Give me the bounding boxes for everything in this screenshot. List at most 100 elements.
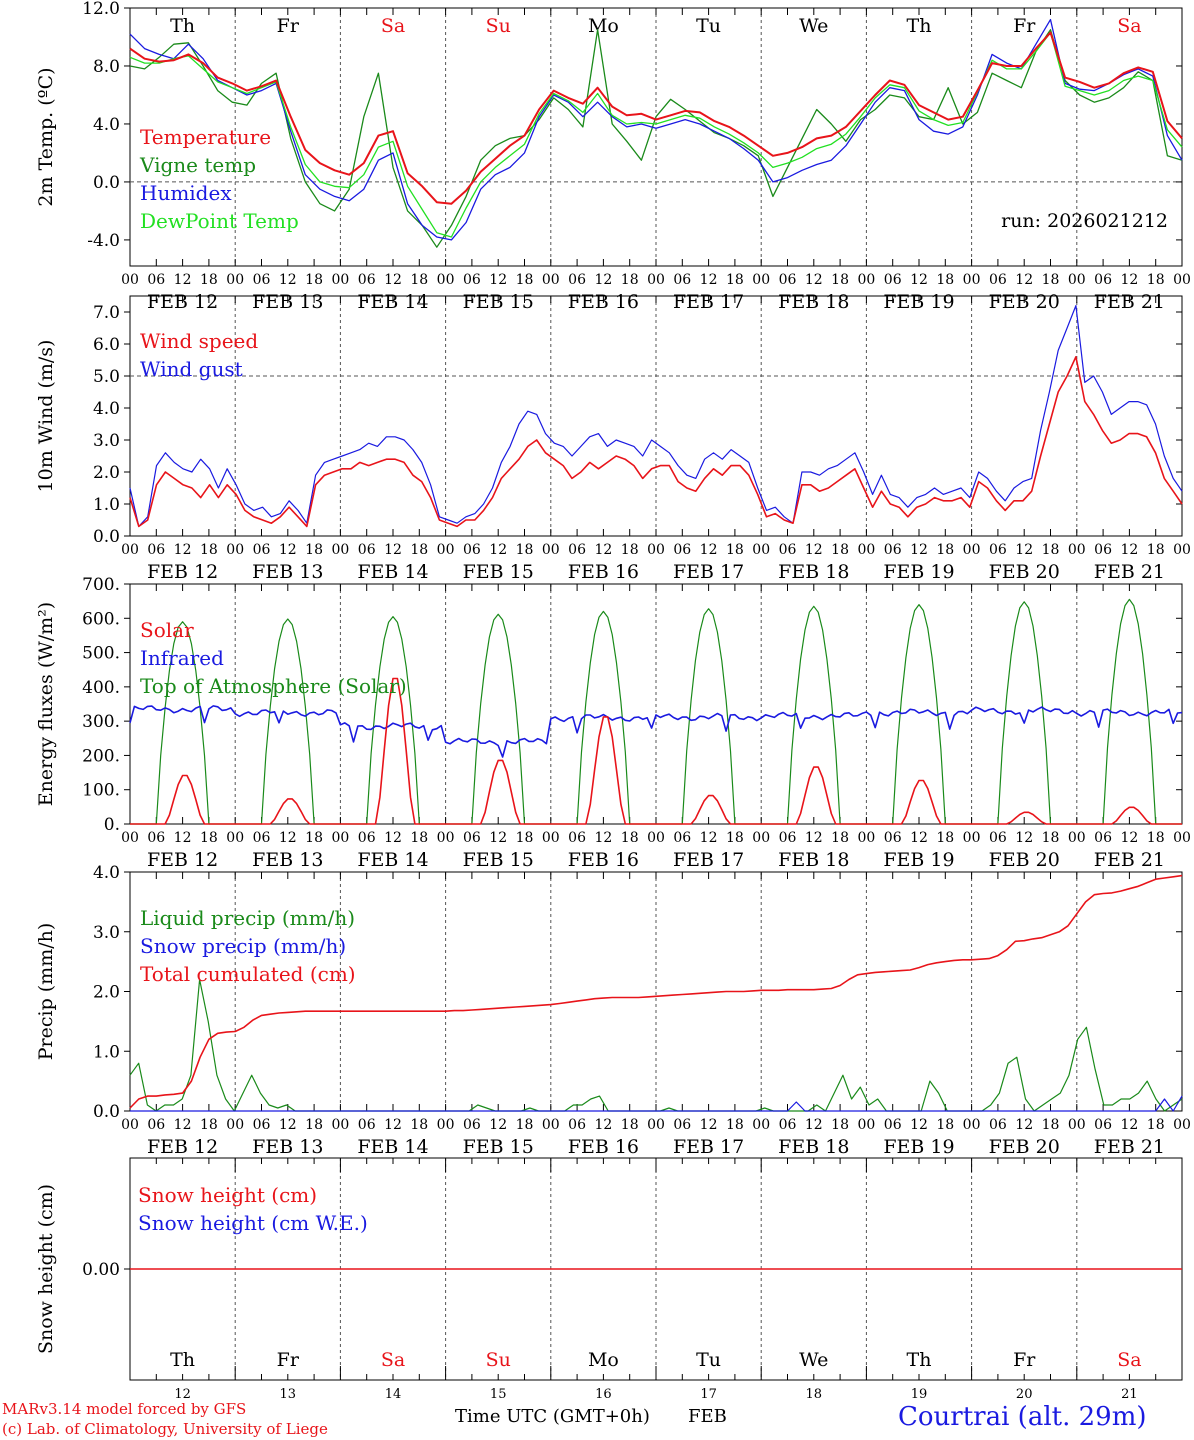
y-tick-label: -4.0 [87,231,120,251]
x-hour-label: 18 [1147,272,1165,288]
x-hour-label: 12 [174,1117,192,1133]
x-hour-label: 18 [305,1117,323,1133]
x-hour-label: 18 [831,830,849,846]
x-hour-label: 00 [857,1117,875,1133]
day-number: 20 [1016,1387,1033,1402]
x-hour-label: 12 [384,1117,402,1133]
y-tick-label: 700. [82,575,120,595]
x-hour-label: 12 [1015,1117,1033,1133]
x-hour-label: 18 [831,542,849,558]
day-name: Fr [1013,15,1036,37]
x-hour-label: 00 [331,542,349,558]
day-name: Fr [277,1349,300,1371]
x-hour-label: 00 [963,1117,981,1133]
x-hour-label: 12 [594,542,612,558]
x-hour-label: 06 [989,830,1007,846]
x-hour-label: 00 [1068,542,1086,558]
x-hour-label: 06 [673,830,691,846]
x-hour-label: 18 [936,830,954,846]
x-hour-label: 06 [989,272,1007,288]
x-hour-label: 18 [1042,272,1060,288]
lab-credit: (c) Lab. of Climatology, University of L… [2,1420,328,1438]
legend-entry: DewPoint Temp [140,209,299,233]
x-hour-label: 18 [200,830,218,846]
x-hour-label: 12 [700,1117,718,1133]
y-tick-label: 0.0 [93,527,120,547]
x-hour-label: 00 [121,542,139,558]
x-hour-label: 12 [489,272,507,288]
x-hour-label: 12 [594,1117,612,1133]
x-hour-label: 00 [121,830,139,846]
x-hour-label: 00 [1173,1117,1191,1133]
x-hour-label: 18 [1147,830,1165,846]
series-wind-gust [129,305,1183,528]
x-hour-label: 18 [410,830,428,846]
y-tick-label: 3.0 [93,923,120,943]
run-annotation: run: 2026021212 [1001,210,1168,232]
x-hour-label: 12 [910,272,928,288]
x-hour-label: 06 [253,830,271,846]
day-name: Mo [588,15,619,37]
x-hour-label: 06 [463,1117,481,1133]
x-hour-label: 00 [542,1117,560,1133]
x-day-label: FEB 17 [673,561,744,583]
x-hour-label: 00 [226,272,244,288]
x-hour-label: 18 [726,272,744,288]
x-hour-label: 12 [1015,272,1033,288]
x-hour-label: 18 [516,272,534,288]
x-hour-label: 18 [831,1117,849,1133]
legend-entry: Top of Atmosphere (Solar) [140,674,407,698]
x-hour-label: 12 [1120,542,1138,558]
legend-entry: Vigne temp [139,153,256,177]
x-hour-label: 06 [358,542,376,558]
x-hour-label: 12 [1120,1117,1138,1133]
x-hour-label: 06 [253,272,271,288]
x-hour-label: 06 [779,1117,797,1133]
x-hour-label: 18 [1042,542,1060,558]
x-hour-label: 12 [384,542,402,558]
x-hour-label: 06 [253,542,271,558]
x-hour-label: 06 [1094,542,1112,558]
day-number: 14 [385,1387,402,1402]
series-infrared [129,705,1183,758]
x-hour-label: 18 [936,542,954,558]
x-day-label: FEB 14 [357,1136,428,1158]
day-name: We [799,1349,828,1371]
x-hour-label: 18 [410,272,428,288]
x-hour-label: 12 [279,272,297,288]
x-day-label: FEB 12 [147,1136,218,1158]
x-hour-label: 18 [621,272,639,288]
x-hour-label: 00 [857,272,875,288]
series-vigne-temp [129,29,1183,248]
day-number: 19 [911,1387,928,1402]
y-axis-label: Snow height (cm) [35,1184,57,1354]
x-hour-label: 06 [568,542,586,558]
y-tick-label: 100. [82,781,120,801]
y-tick-label: 0.0 [93,1102,120,1122]
day-name: Fr [277,15,300,37]
day-name: Th [907,1349,932,1371]
x-hour-label: 18 [831,272,849,288]
x-hour-label: 18 [726,1117,744,1133]
x-day-label: FEB 17 [673,849,744,871]
x-hour-label: 00 [752,830,770,846]
x-day-label: FEB 14 [357,849,428,871]
x-hour-label: 18 [200,542,218,558]
day-name: Su [486,1349,511,1371]
series-temperature [129,31,1183,205]
day-name: Sa [1117,1349,1141,1371]
x-hour-label: 06 [463,830,481,846]
x-hour-label: 00 [647,272,665,288]
legend-entry: Wind speed [140,329,258,353]
x-day-label: FEB 14 [357,561,428,583]
x-hour-label: 12 [910,542,928,558]
x-hour-label: 18 [621,830,639,846]
x-hour-label: 06 [779,542,797,558]
x-hour-label: 18 [305,272,323,288]
day-number: 12 [174,1387,191,1402]
legend-entry: Wind gust [140,357,243,381]
x-hour-label: 18 [305,830,323,846]
x-hour-label: 18 [1147,1117,1165,1133]
x-hour-label: 00 [331,1117,349,1133]
x-hour-label: 06 [147,1117,165,1133]
